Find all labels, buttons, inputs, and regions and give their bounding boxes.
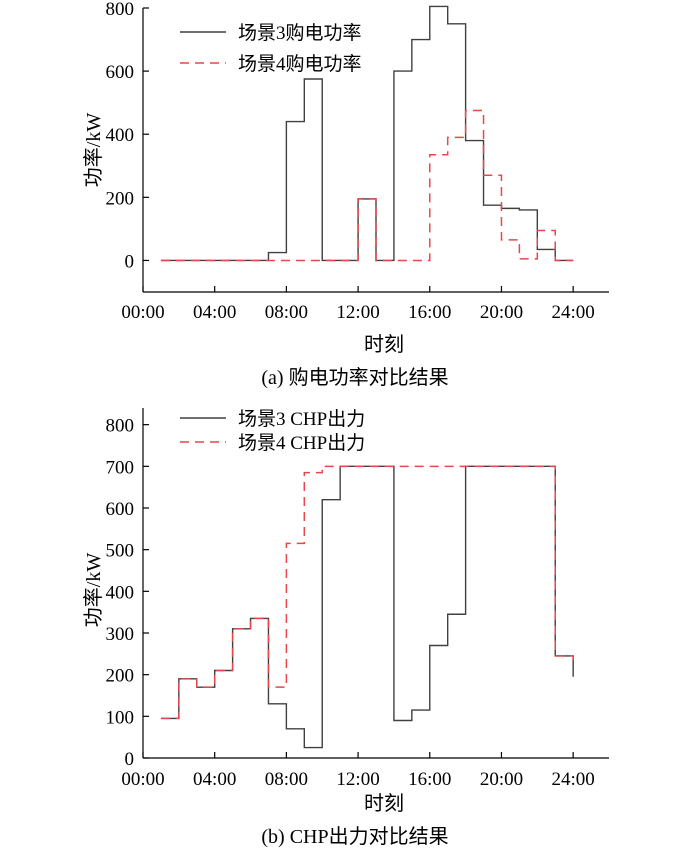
y-tick-label: 200 — [106, 666, 135, 687]
series-line-scenario4 — [160, 109, 574, 262]
x-tick-label: 16:00 — [408, 769, 451, 790]
y-tick-label: 300 — [106, 624, 135, 645]
x-tick-label: 20:00 — [480, 769, 523, 790]
x-tick-label: 08:00 — [265, 769, 308, 790]
x-tick-label: 24:00 — [552, 769, 595, 790]
legend-label: 场景3购电功率 — [238, 22, 362, 44]
y-tick-label: 800 — [106, 0, 135, 20]
chart-caption: (a) 购电功率对比结果 — [261, 366, 448, 389]
x-axis-title: 时刻 — [364, 333, 404, 356]
y-tick-label: 700 — [106, 457, 135, 478]
series-line-scenario4 — [160, 465, 574, 720]
legend-label: 场景3 CHP出力 — [238, 408, 365, 430]
y-axis-title: 功率/kW — [82, 553, 105, 628]
y-axis-title: 功率/kW — [82, 113, 105, 188]
y-tick-label: 400 — [106, 125, 135, 146]
legend-label: 场景4购电功率 — [238, 53, 362, 75]
chart-a-purchased-power: 00:00 04:00 08:00 12:00 16:00 20:00 24:00 0 200 4… — [82, 0, 609, 389]
x-tick-label: 00:00 — [121, 769, 164, 790]
x-tick-label: 24:00 — [552, 302, 595, 323]
series-line-scenario3 — [160, 5, 574, 262]
y-tick-label: 800 — [106, 416, 135, 437]
x-tick-label: 04:00 — [193, 769, 236, 790]
x-axis-title: 时刻 — [364, 792, 404, 815]
y-tick-label: 600 — [106, 499, 135, 520]
x-tick-label: 20:00 — [480, 302, 523, 323]
y-tick-label: 200 — [106, 188, 135, 209]
y-tick-label: 400 — [106, 582, 135, 603]
x-tick-label: 12:00 — [336, 302, 379, 323]
chart-caption: (b) CHP出力对比结果 — [261, 825, 448, 848]
x-tick-label: 08:00 — [265, 302, 308, 323]
chart-b-chp-output: 00:00 04:00 08:00 12:00 16:00 20:00 24:00 0 100 2… — [82, 408, 609, 848]
y-tick-label: 600 — [106, 62, 135, 83]
x-tick-label: 00:00 — [121, 302, 164, 323]
y-tick-label: 500 — [106, 541, 135, 562]
y-tick-label: 0 — [125, 251, 135, 272]
y-tick-label: 0 — [125, 749, 135, 770]
legend-label: 场景4 CHP出力 — [238, 432, 365, 454]
x-tick-label: 12:00 — [336, 769, 379, 790]
series-line-scenario3 — [160, 465, 574, 749]
x-tick-label: 04:00 — [193, 302, 236, 323]
y-tick-label: 100 — [106, 707, 135, 728]
x-tick-label: 16:00 — [408, 302, 451, 323]
